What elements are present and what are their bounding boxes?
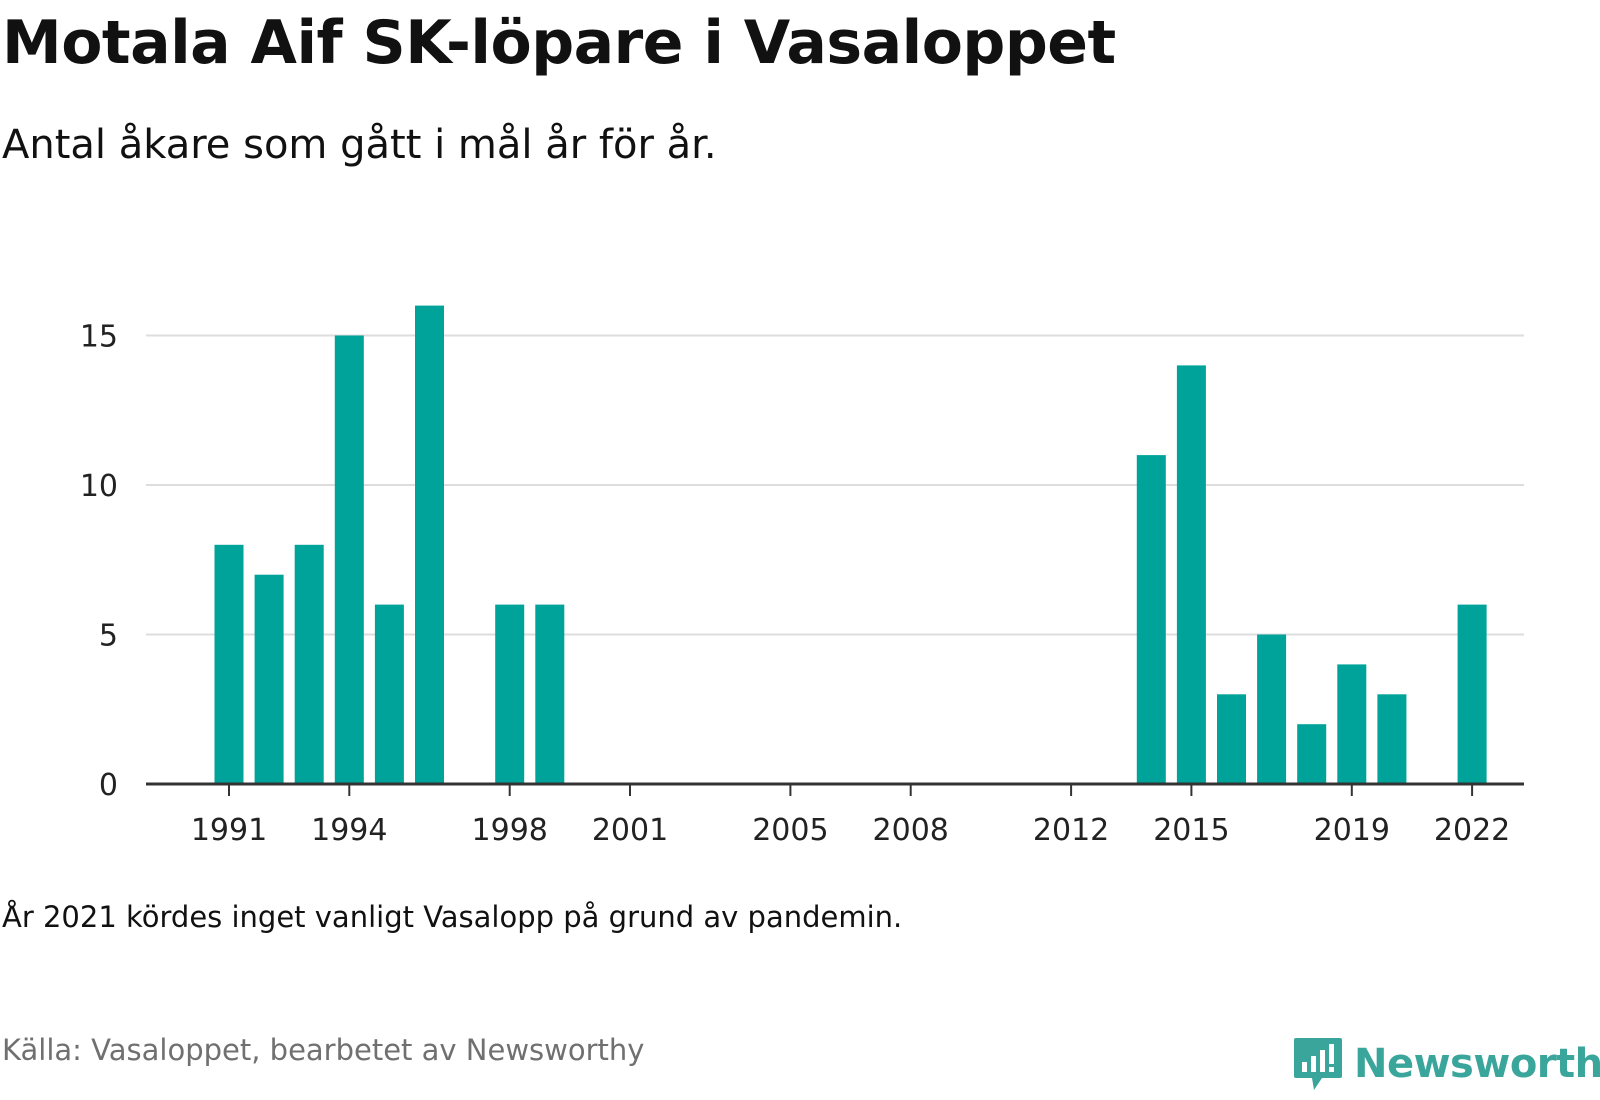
- y-tick-label-15: 15: [80, 320, 118, 355]
- x-axis: 1991 1994 1998 2001 2005 2008 2012 2015 2019 2022: [146, 782, 1524, 848]
- x-tick-label-1994: 1994: [311, 813, 387, 848]
- bar-1995: [374, 604, 404, 784]
- chart-note: År 2021 kördes inget vanligt Vasalopp på…: [2, 900, 903, 934]
- x-tick-label-2001: 2001: [592, 813, 668, 848]
- bar-1993: [294, 544, 324, 784]
- x-tick-label-2019: 2019: [1314, 813, 1390, 848]
- bar-2015: [1176, 365, 1206, 784]
- bar-2014: [1136, 455, 1166, 784]
- bar-2019: [1337, 664, 1367, 784]
- bar-1996: [415, 305, 444, 784]
- bar-2016: [1217, 694, 1246, 784]
- bar-2018: [1297, 724, 1327, 784]
- chart-title: Motala Aif SK-löpare i Vasaloppet: [2, 8, 1116, 78]
- bars: [214, 305, 1487, 784]
- x-tick-label-1991: 1991: [191, 813, 267, 848]
- chart-subtitle: Antal åkare som gått i mål år för år.: [2, 122, 717, 168]
- newsworthy-logo-icon: [1294, 1038, 1342, 1090]
- x-tick-label-2005: 2005: [752, 813, 828, 848]
- y-tick-label-0: 0: [99, 768, 118, 803]
- bar-2017: [1257, 634, 1287, 784]
- y-axis: 0 5 10 15: [80, 320, 118, 804]
- bar-chart: 0 5 10 15 1991 1994 1998 2001 2005 2008 2012 2015 2…: [80, 305, 1524, 848]
- bar-1999: [535, 604, 565, 784]
- bar-1991: [214, 544, 244, 784]
- bar-1992: [254, 574, 284, 784]
- y-tick-label-10: 10: [80, 469, 118, 504]
- newsworthy-logo: Newsworthy: [1292, 1036, 1600, 1092]
- y-tick-label-5: 5: [99, 619, 118, 654]
- x-tick-label-2012: 2012: [1033, 813, 1109, 848]
- x-tick-label-2015: 2015: [1153, 813, 1229, 848]
- bar-1998: [495, 604, 525, 784]
- x-tick-label-2022: 2022: [1434, 813, 1510, 848]
- source-credit: Källa: Vasaloppet, bearbetet av Newswort…: [2, 1033, 645, 1067]
- x-tick-label-1998: 1998: [472, 813, 548, 848]
- bar-2020: [1377, 694, 1407, 784]
- logo-text: Newsworthy: [1354, 1041, 1600, 1087]
- bar-2022: [1457, 604, 1487, 784]
- x-tick-label-2008: 2008: [873, 813, 949, 848]
- bar-1994: [334, 335, 364, 784]
